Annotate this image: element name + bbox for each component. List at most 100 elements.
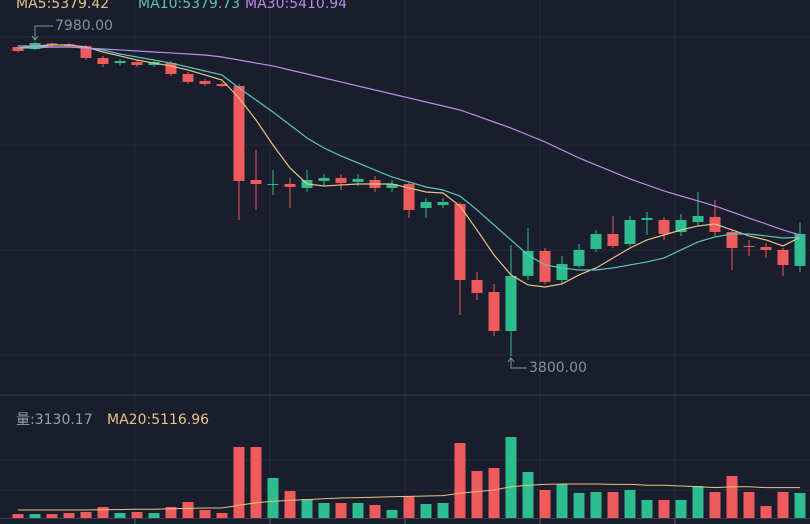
candle-body [590,234,602,249]
candle-body [318,177,330,181]
ma-line [18,46,801,271]
volume-bar [573,493,585,518]
volume-legend: 量:3130.17 [16,412,93,428]
volume-bar [386,510,398,518]
candle-body [437,202,449,206]
volume-bar [607,492,619,518]
volume-bar [80,512,92,518]
volume-bar [454,443,466,518]
candle-body [573,249,585,266]
candle-body [607,234,619,246]
volume-bar [12,514,24,518]
volume-bar [403,496,415,518]
candle-body [284,183,296,187]
volume-bar [97,507,109,518]
volume-bar [114,513,126,518]
candle-body [182,73,194,82]
candle-body [46,43,58,45]
volume-bar [743,492,755,518]
volume-bar [692,486,704,518]
candle-body [335,177,347,184]
volume-bar [301,499,313,518]
annotation-arrow [507,357,515,363]
volume-bar [216,513,228,518]
volume-legend: MA20:5116.96 [107,412,209,428]
volume-bar [46,514,58,518]
candle-body [658,219,670,235]
volume-bar [335,503,347,518]
volume-bar [641,500,653,518]
ma-legend: MA10:5379.73 [138,0,240,12]
candle-body [267,183,279,185]
candle-body [794,234,806,266]
volume-bar [709,492,721,518]
volume-bar [675,500,687,518]
min-annotation: 3800.00 [529,360,587,376]
candle-body [352,178,364,182]
volume-bar [794,492,806,518]
candle-body [488,292,500,331]
candle-body [675,219,687,232]
volume-ma-line [18,483,800,511]
candle-body [403,183,415,210]
candle-body [454,203,466,280]
volume-bar [63,513,75,518]
volume-bar [590,492,602,518]
volume-bar [318,503,330,518]
candle-body [471,279,483,293]
candle-body [199,80,211,84]
candle-body [131,61,143,65]
volume-bar [760,506,772,518]
volume-bar [437,503,449,518]
volume-bar [148,513,160,518]
volume-bar [420,504,432,518]
candle-body [233,86,245,181]
volume-bar [471,471,483,518]
x-ticks [134,518,676,524]
volume-bar [165,507,177,518]
candle-body [624,219,636,245]
candle-body [114,61,126,64]
candle-body [760,247,772,250]
candle-body [777,249,789,265]
candle-body [80,46,92,58]
candle-body [539,250,551,282]
candle-body [250,179,262,184]
candle-body [12,47,24,52]
ma-line [17,44,801,288]
candle-body [420,202,432,208]
volume-bar [488,468,500,518]
candle-body [386,183,398,188]
volume-bar [522,472,534,518]
candle-body [556,263,568,280]
candle-body [165,63,177,74]
candle-body [97,57,109,65]
volume-bar [131,512,143,518]
volume-bar [369,505,381,518]
volume-bar [267,478,279,518]
annotation-arrow [31,35,39,41]
volume-bar [658,500,670,518]
volume-bar [233,447,245,518]
candle-body [505,275,517,331]
volume-bar [182,502,194,518]
candle-body [726,231,738,248]
volume-bar [284,491,296,518]
volume-bar [539,490,551,518]
candle-body [216,83,228,87]
volume-bar [250,447,262,518]
volume-bar [352,503,364,518]
volume-bar [624,490,636,518]
max-annotation: 7980.00 [55,18,113,34]
annotation-leader [510,358,527,369]
volume-bar [777,492,789,518]
annotation-leader [34,25,53,40]
volume-bar [726,476,738,518]
ma-legend: MA5:5379.42 [16,0,109,12]
candle-body [522,250,534,276]
volume-bar [29,514,41,518]
candle-body [692,215,704,222]
ma-line [18,45,801,236]
volume-bar [199,510,211,518]
